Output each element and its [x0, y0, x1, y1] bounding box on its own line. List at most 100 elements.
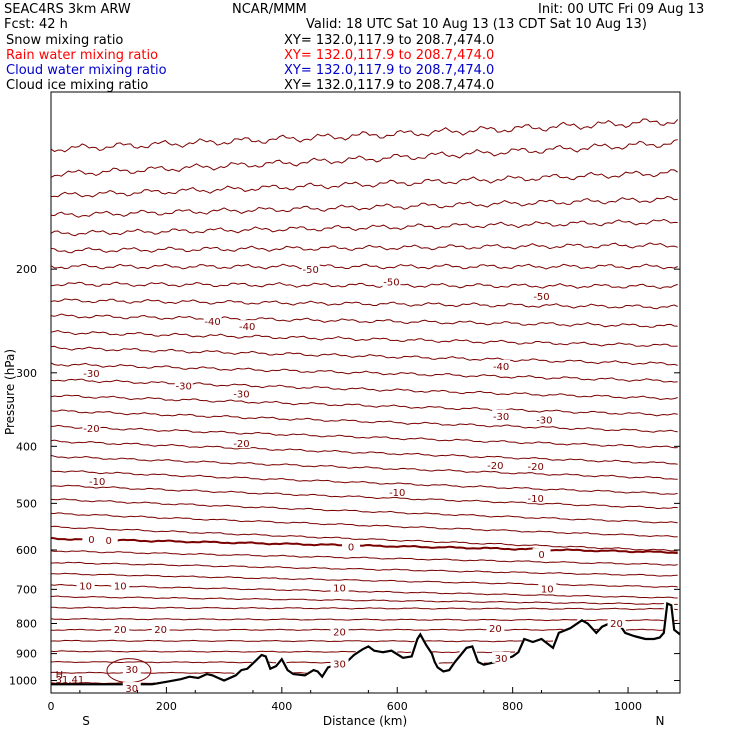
- isotherm-label-bg: [492, 409, 511, 421]
- isotherm-line: [51, 606, 678, 611]
- x-tick-label: 600: [387, 700, 408, 713]
- isotherm-label: -50: [383, 278, 399, 289]
- annotation-label: 31.41: [56, 675, 85, 686]
- isotherm-label-bg: [111, 579, 130, 591]
- isotherm-label: 20: [610, 619, 623, 630]
- isotherm-line: [50, 169, 678, 198]
- isotherm-label: -30: [233, 389, 249, 400]
- isotherm-line: [50, 512, 678, 538]
- isotherm-line: [50, 409, 678, 433]
- annotations: H31.41: [56, 670, 85, 686]
- field-rain-name: Rain water mixing ratio: [6, 48, 159, 63]
- field-cloud-ice-xy: XY= 132.0,117.9 to 208.7,474.0: [284, 78, 495, 93]
- isotherm-label: -30: [493, 412, 509, 423]
- isotherm-label: 30: [333, 659, 346, 670]
- isotherm-line: [50, 617, 678, 622]
- isotherm-label: 20: [154, 625, 167, 636]
- isotherm-line: [50, 118, 679, 153]
- forecast-hour: Fcst: 42 h: [4, 17, 68, 32]
- isotherm-label-bg: [301, 263, 320, 275]
- isotherm-label: -10: [89, 477, 105, 488]
- isotherm-label: -30: [83, 369, 99, 380]
- field-cloud-ice-name: Cloud ice mixing ratio: [6, 78, 149, 93]
- isotherm-label-bg: [82, 533, 101, 545]
- isotherm-label: -20: [487, 461, 503, 472]
- isotherm-label: -50: [303, 265, 319, 276]
- isotherm-label: -40: [239, 322, 255, 333]
- y-tick-label: 200: [16, 263, 37, 276]
- isotherm-label-bg: [151, 623, 170, 635]
- x-axis-left-end-label: S: [82, 714, 90, 728]
- isotherm-label: -40: [204, 317, 220, 328]
- isotherm-label-bg: [82, 366, 101, 378]
- isotherm-label-bg: [174, 379, 193, 391]
- isotherm-line: [50, 470, 678, 495]
- isotherm-label: -40: [493, 362, 509, 373]
- isotherm-label-bg: [238, 320, 257, 332]
- y-tick-label: 400: [16, 440, 37, 453]
- init-time: Init: 00 UTC Fri 09 Aug 13: [538, 2, 705, 17]
- isotherm-label: -10: [528, 494, 544, 505]
- isotherm-line: [50, 550, 678, 566]
- isotherm-label: -30: [176, 381, 192, 392]
- isotherm-label-bg: [99, 533, 118, 545]
- isotherm-label-bg: [203, 315, 222, 327]
- y-tick-label: 800: [16, 617, 37, 630]
- isotherm-line: [50, 218, 678, 237]
- isotherm-label-bg: [122, 682, 141, 694]
- field-rain-xy: XY= 132.0,117.9 to 208.7,474.0: [284, 48, 495, 63]
- isotherm-label: 30: [125, 665, 138, 676]
- isotherm-label: -30: [536, 415, 552, 426]
- isotherm-label-bg: [122, 662, 141, 674]
- isotherm-label-bg: [382, 275, 401, 287]
- isotherm-label: 0: [106, 536, 112, 547]
- isotherm-line: [50, 639, 554, 643]
- isotherm-label-bg: [330, 625, 349, 637]
- isotherm-line: [50, 329, 678, 347]
- isotherm-label: -20: [83, 424, 99, 435]
- y-tick-label: 600: [16, 544, 37, 557]
- isotherm-label: 30: [125, 684, 138, 695]
- x-tick-label: 200: [156, 700, 177, 713]
- y-tick-label: 500: [16, 497, 37, 510]
- x-tick-label: 800: [502, 700, 523, 713]
- x-tick-label: 1000: [614, 700, 642, 713]
- isotherm-line: [50, 424, 678, 449]
- x-tick-label: 0: [48, 700, 55, 713]
- isotherm-label: 20: [114, 625, 127, 636]
- isotherm-label-bg: [330, 657, 349, 669]
- isotherm-label-bg: [535, 413, 554, 425]
- isotherm-label-bg: [607, 616, 626, 628]
- isotherm-line: [50, 484, 678, 510]
- isotherm-label-bg: [486, 622, 505, 634]
- isotherm-lines: [50, 118, 679, 685]
- isotherm-line: [50, 345, 678, 366]
- isotherm-label-bg: [330, 581, 349, 593]
- isotherm-label-bg: [532, 548, 551, 560]
- isotherm-label-bg: [342, 540, 361, 552]
- isotherm-line: [50, 454, 678, 480]
- isotherm-label: 0: [88, 535, 94, 546]
- isotherm-line: [50, 525, 678, 552]
- isotherm-label-bg: [538, 582, 557, 594]
- isotherm-label: 10: [114, 582, 127, 593]
- isotherm-label: -20: [528, 462, 544, 473]
- isotherm-label-bg: [111, 623, 130, 635]
- isotherm-line: [50, 195, 678, 218]
- isotherm-line: [50, 394, 678, 417]
- isotherm-line: [50, 362, 678, 383]
- isotherm-label-bg: [526, 492, 545, 504]
- y-tick-label: 300: [16, 367, 37, 380]
- isotherm-label: 10: [333, 584, 346, 595]
- x-axis: 0 200 400 600 800 1000: [48, 687, 658, 713]
- x-axis-right-end-label: N: [656, 714, 665, 728]
- isotherm-label-bg: [492, 651, 511, 663]
- isotherm-label: 10: [541, 585, 554, 596]
- terrain-profile: [51, 602, 681, 686]
- isotherm-line: [50, 650, 516, 654]
- isotherm-label: 20: [489, 624, 502, 635]
- isotherm-line: [50, 242, 678, 254]
- isotherm-label-bg: [388, 485, 407, 497]
- y-tick-label: 900: [16, 648, 37, 661]
